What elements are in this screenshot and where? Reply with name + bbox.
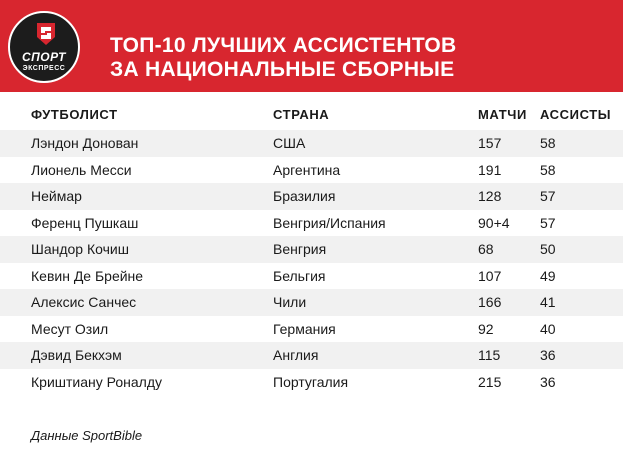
- matches-cell: 191: [478, 161, 502, 178]
- matches-cell: 68: [478, 241, 494, 257]
- matches-cell: 215: [478, 373, 502, 390]
- assists-cell: 40: [540, 320, 556, 337]
- player-cell: Алексис Санчес: [31, 294, 137, 310]
- column-header-country: СТРАНА: [273, 107, 330, 122]
- assists-cell: 41: [540, 294, 556, 310]
- country-cell: Бельгия: [273, 267, 326, 284]
- assists-cell: 57: [540, 188, 556, 204]
- logo-text-bottom: ЭКСПРЕСС: [22, 65, 66, 72]
- table-row: Лэндон Донован США 157 58: [0, 130, 623, 157]
- player-cell: Кевин Де Брейне: [31, 267, 144, 284]
- matches-cell: 115: [478, 347, 501, 363]
- column-header-matches: МАТЧИ: [478, 107, 527, 122]
- country-cell: США: [273, 135, 306, 151]
- column-header-player: ФУТБОЛИСТ: [31, 107, 118, 122]
- country-cell: Чили: [273, 294, 307, 310]
- table-row: Лионель Месси Аргентина 191 58: [0, 157, 623, 184]
- table-row: Кевин Де Брейне Бельгия 107 49: [0, 263, 623, 290]
- title-line-2: ЗА НАЦИОНАЛЬНЫЕ СБОРНЫЕ: [110, 58, 455, 81]
- player-cell: Ференц Пушкаш: [31, 214, 139, 231]
- title-line-1: ТОП-10 ЛУЧШИХ АССИСТЕНТОВ: [110, 34, 457, 57]
- matches-cell: 157: [478, 135, 502, 151]
- player-cell: Лионель Месси: [31, 161, 132, 178]
- country-cell: Англия: [273, 347, 319, 363]
- matches-cell: 128: [478, 188, 502, 204]
- table-row: Месут Озил Германия 92 40: [0, 316, 623, 343]
- matches-cell: 90+4: [478, 214, 510, 231]
- country-cell: Германия: [273, 320, 336, 337]
- country-cell: Бразилия: [273, 188, 336, 204]
- header-banner: СПОРТ ЭКСПРЕСС ТОП-10 ЛУЧШИХ АССИСТЕНТОВ…: [0, 0, 623, 92]
- country-cell: Венгрия: [273, 241, 327, 257]
- table-row: Неймар Бразилия 128 57: [0, 183, 623, 210]
- matches-cell: 166: [478, 294, 502, 310]
- matches-cell: 92: [478, 320, 494, 337]
- matches-cell: 107: [478, 267, 502, 284]
- assists-cell: 36: [540, 373, 556, 390]
- logo-shield-icon: [37, 23, 55, 45]
- source-note: Данные SportBible: [31, 428, 143, 443]
- logo-text-top: СПОРТ: [21, 50, 66, 64]
- player-cell: Неймар: [31, 188, 82, 204]
- assists-cell: 49: [540, 267, 556, 284]
- assists-cell: 58: [540, 161, 556, 178]
- country-cell: Аргентина: [273, 161, 341, 178]
- table-row: Дэвид Бекхэм Англия 115 36: [0, 342, 623, 369]
- table-row: Шандор Кочиш Венгрия 68 50: [0, 236, 623, 263]
- table-row: Алексис Санчес Чили 166 41: [0, 289, 623, 316]
- table-row: Ференц Пушкаш Венгрия/Испания 90+4 57: [0, 210, 623, 237]
- assists-cell: 58: [540, 135, 556, 151]
- country-cell: Венгрия/Испания: [273, 214, 386, 231]
- assists-cell: 50: [540, 241, 556, 257]
- sport-express-logo: СПОРТ ЭКСПРЕСС: [8, 11, 80, 83]
- table-row: Криштиану Роналду Португалия 215 36: [0, 369, 623, 396]
- assists-table: Лэндон Донован США 157 58 Лионель Месси Арген…: [0, 130, 623, 395]
- player-cell: Месут Озил: [31, 320, 109, 337]
- page-title: ТОП-10 ЛУЧШИХ АССИСТЕНТОВ ЗА НАЦИОНАЛЬНЫ…: [110, 34, 457, 82]
- player-cell: Шандор Кочиш: [31, 241, 129, 257]
- player-cell: Дэвид Бекхэм: [31, 347, 122, 363]
- country-cell: Португалия: [273, 373, 349, 390]
- assists-cell: 36: [540, 347, 556, 363]
- player-cell: Лэндон Донован: [31, 135, 139, 151]
- player-cell: Криштиану Роналду: [31, 373, 162, 390]
- column-header-assists: АССИСТЫ: [540, 107, 612, 122]
- assists-cell: 57: [540, 214, 556, 231]
